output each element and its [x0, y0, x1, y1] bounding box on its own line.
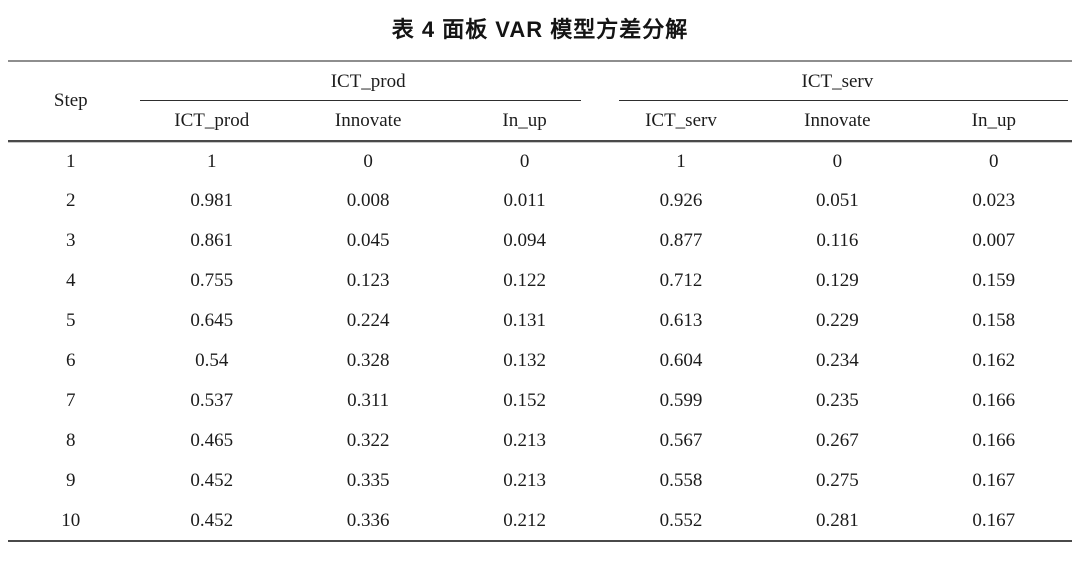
value-cell: 0.122 — [503, 270, 546, 291]
value-cell: 0.011 — [503, 190, 546, 211]
value-cell: 0.552 — [602, 501, 760, 542]
value-cell: 0.311 — [347, 390, 390, 411]
value-cell: 0.537 — [190, 390, 234, 411]
column-header-in-up-1: In_up — [446, 101, 603, 142]
value-cell: 0.167 — [915, 501, 1072, 542]
value-cell: 0.335 — [346, 470, 390, 491]
column-header-innovate-2: Innovate — [759, 101, 916, 142]
value-cell: 0.212 — [446, 501, 603, 542]
value-cell: 0.604 — [659, 350, 703, 371]
value-cell: 0.213 — [503, 430, 546, 451]
value-cell: 0.558 — [659, 470, 703, 491]
value-cell: 0.275 — [816, 470, 859, 491]
table-row: 6 0.54 0.328 0.132 0.604 0.234 0.162 — [8, 341, 1072, 381]
step-cell: 5 — [66, 310, 76, 331]
value-cell: 0.166 — [972, 430, 1016, 451]
value-cell: 0.007 — [972, 230, 1016, 251]
value-cell: 0.465 — [190, 430, 234, 451]
value-cell: 0 — [989, 150, 999, 172]
column-header-in-up-2: In_up — [915, 101, 1072, 142]
value-cell: 0.094 — [503, 230, 546, 251]
value-cell: 0.567 — [659, 430, 703, 451]
value-cell: 0.926 — [659, 190, 703, 211]
value-cell: 0.645 — [190, 310, 234, 331]
value-cell: 0.599 — [659, 390, 703, 411]
value-cell: 0.023 — [972, 190, 1016, 211]
step-cell: 2 — [66, 190, 76, 211]
value-cell: 0.322 — [346, 430, 390, 451]
value-cell: 0 — [519, 150, 530, 172]
value-cell: 0.861 — [190, 230, 234, 251]
step-cell: 6 — [66, 350, 76, 371]
value-cell: 0.336 — [289, 501, 447, 542]
value-cell: 0.116 — [816, 230, 859, 251]
table-row: 5 0.645 0.224 0.131 0.613 0.229 0.158 — [8, 301, 1072, 341]
step-cell: 3 — [66, 230, 76, 251]
group-header-ict-prod: ICT_prod — [133, 60, 603, 102]
value-cell: 0.166 — [972, 390, 1016, 411]
step-cell: 4 — [66, 270, 76, 291]
table-row: 8 0.465 0.322 0.213 0.567 0.267 0.166 — [8, 421, 1072, 461]
table-header: Step ICT_prod ICT_serv ICT_prod Innovate… — [8, 60, 1072, 142]
column-header-innovate-1: Innovate — [289, 101, 447, 142]
table-title: 表 4 面板 VAR 模型方差分解 — [391, 17, 689, 42]
value-cell: 0.452 — [190, 470, 234, 491]
value-cell: 0.224 — [346, 310, 390, 331]
table-row: 2 0.981 0.008 0.011 0.926 0.051 0.023 — [8, 181, 1072, 221]
value-cell: 0.158 — [972, 310, 1016, 331]
value-cell: 0.152 — [503, 390, 546, 411]
column-header-ict-serv: ICT_serv — [602, 101, 760, 142]
sub-header-row: ICT_prod Innovate In_up ICT_serv Innovat… — [8, 101, 1072, 142]
step-cell: 7 — [66, 390, 76, 411]
step-cell: 9 — [66, 470, 76, 491]
table-row: 1 1 0 0 1 0 0 — [8, 141, 1072, 181]
value-cell: 0.712 — [659, 270, 703, 291]
step-cell: 1 — [66, 150, 76, 172]
value-cell: 0.213 — [503, 470, 546, 491]
value-cell: 0.235 — [816, 390, 859, 411]
value-cell: 0.008 — [346, 190, 390, 211]
value-cell: 0.123 — [346, 270, 390, 291]
table-row: 3 0.861 0.045 0.094 0.877 0.116 0.007 — [8, 221, 1072, 261]
value-cell: 0.234 — [816, 350, 859, 371]
value-cell: 0.045 — [346, 230, 390, 251]
column-header-ict-prod: ICT_prod — [133, 101, 290, 142]
value-cell: 0.877 — [659, 230, 703, 251]
step-cell: 10 — [8, 501, 134, 542]
value-cell: 0.167 — [972, 470, 1016, 491]
variance-decomposition-table: Step ICT_prod ICT_serv ICT_prod Innovate… — [8, 60, 1072, 542]
value-cell: 0.162 — [972, 350, 1016, 371]
value-cell: 0 — [832, 150, 843, 172]
value-cell: 0.131 — [503, 310, 546, 331]
value-cell: 0.452 — [133, 501, 290, 542]
value-cell: 1 — [676, 150, 686, 172]
table-row: 7 0.537 0.311 0.152 0.599 0.235 0.166 — [8, 381, 1072, 421]
value-cell: 0.281 — [759, 501, 916, 542]
group-header-ict-serv: ICT_serv — [602, 60, 1072, 102]
step-cell: 8 — [66, 430, 76, 451]
value-cell: 0.755 — [190, 270, 234, 291]
value-cell: 1 — [207, 150, 217, 172]
value-cell: 0.328 — [346, 350, 390, 371]
table-row: 10 0.452 0.336 0.212 0.552 0.281 0.167 — [8, 501, 1072, 542]
column-header-step: Step — [8, 60, 134, 142]
table-body: 1 1 0 0 1 0 0 2 0.981 0.008 0.011 0.926 … — [8, 141, 1072, 542]
table-row: 4 0.755 0.123 0.122 0.712 0.129 0.159 — [8, 261, 1072, 301]
value-cell: 0.051 — [816, 190, 859, 211]
value-cell: 0 — [363, 150, 373, 172]
value-cell: 0.159 — [972, 270, 1016, 291]
value-cell: 0.981 — [190, 190, 234, 211]
value-cell: 0.54 — [195, 350, 229, 371]
table-row: 9 0.452 0.335 0.213 0.558 0.275 0.167 — [8, 461, 1072, 501]
value-cell: 0.229 — [816, 310, 859, 331]
value-cell: 0.129 — [816, 270, 859, 291]
value-cell: 0.132 — [503, 350, 546, 371]
value-cell: 0.267 — [816, 430, 859, 451]
value-cell: 0.613 — [659, 310, 703, 331]
group-header-row: Step ICT_prod ICT_serv — [8, 60, 1072, 142]
